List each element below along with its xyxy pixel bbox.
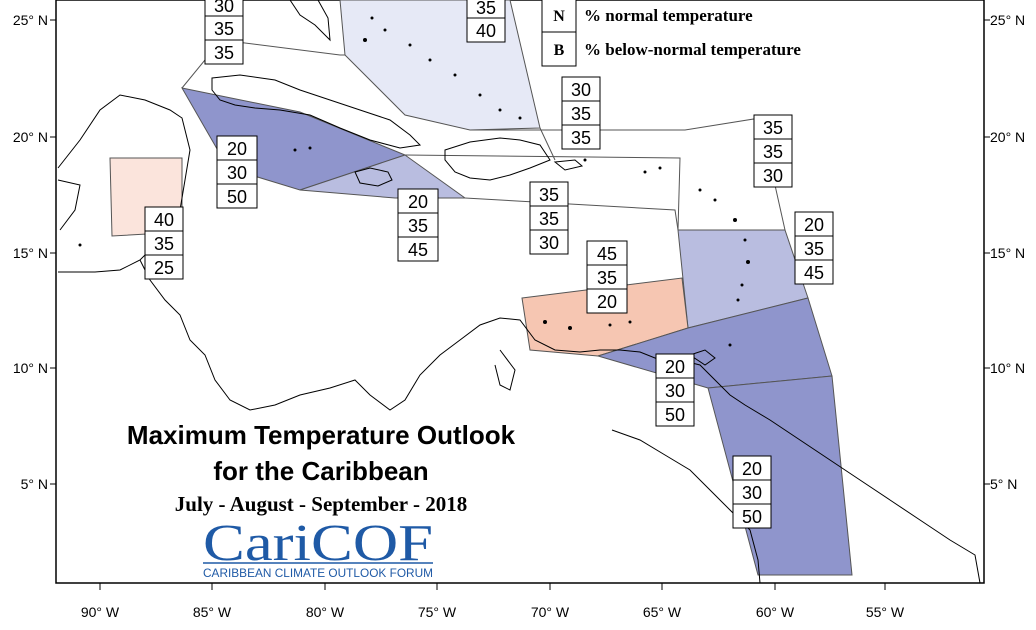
map-period: July - August - September - 2018 xyxy=(175,492,467,516)
svg-text:35: 35 xyxy=(476,0,496,18)
svg-text:35: 35 xyxy=(763,118,783,138)
svg-text:35: 35 xyxy=(763,142,783,162)
prob-box-hispaniola: 35 35 30 xyxy=(529,181,569,255)
logo-tagline: CARIBBEAN CLIMATE OUTLOOK FORUM xyxy=(203,566,433,580)
svg-text:20: 20 xyxy=(408,192,428,212)
svg-text:35: 35 xyxy=(154,234,174,254)
prob-box-abc-islands: 45 35 20 xyxy=(586,240,628,314)
legend: N % normal temperature B % below-normal … xyxy=(541,0,801,67)
lat-label: 25° N xyxy=(990,12,1025,28)
legend-key-below: B xyxy=(554,42,565,59)
svg-text:40: 40 xyxy=(154,210,174,230)
legend-text-below: % below-normal temperature xyxy=(584,40,801,59)
lat-label: 10° N xyxy=(990,360,1025,376)
lat-label: 5° N xyxy=(990,476,1017,492)
lat-ticks xyxy=(50,19,990,485)
lon-label: 65° W xyxy=(643,604,682,620)
legend-key-normal: N xyxy=(553,8,565,25)
lat-label: 20° N xyxy=(13,129,48,145)
svg-text:40: 40 xyxy=(476,21,496,41)
svg-text:35: 35 xyxy=(214,43,234,63)
prob-box-gulf-north: 30 35 35 xyxy=(204,0,244,65)
svg-text:35: 35 xyxy=(571,104,591,124)
lat-label: 15° N xyxy=(990,245,1025,261)
small-islands xyxy=(78,16,750,347)
lat-label: 5° N xyxy=(21,476,48,492)
prob-box-cuba: 20 30 50 xyxy=(216,135,258,209)
lon-label: 75° W xyxy=(418,604,457,620)
svg-text:45: 45 xyxy=(408,240,428,260)
svg-text:30: 30 xyxy=(571,80,591,100)
prob-box-bahamas: 35 40 xyxy=(466,0,506,43)
svg-text:35: 35 xyxy=(804,239,824,259)
svg-text:45: 45 xyxy=(804,263,824,283)
lon-label: 85° W xyxy=(193,604,232,620)
svg-text:20: 20 xyxy=(665,357,685,377)
svg-text:30: 30 xyxy=(227,163,247,183)
prob-box-belize: 40 35 25 xyxy=(144,206,184,280)
lat-label: 20° N xyxy=(990,129,1025,145)
svg-text:50: 50 xyxy=(742,507,762,527)
lat-label: 10° N xyxy=(13,360,48,376)
svg-text:30: 30 xyxy=(214,0,234,16)
svg-text:30: 30 xyxy=(763,166,783,186)
lat-label: 15° N xyxy=(13,245,48,261)
prob-box-southern-leewards: 20 35 45 xyxy=(794,211,834,285)
lon-label: 55° W xyxy=(866,604,905,620)
svg-text:20: 20 xyxy=(742,459,762,479)
svg-text:20: 20 xyxy=(227,139,247,159)
caricof-logo: CariCOF CARIBBEAN CLIMATE OUTLOOK FORUM xyxy=(203,515,433,580)
svg-text:20: 20 xyxy=(597,292,617,312)
coastlines xyxy=(57,0,981,584)
svg-text:50: 50 xyxy=(665,405,685,425)
lon-label: 70° W xyxy=(531,604,570,620)
svg-text:45: 45 xyxy=(597,244,617,264)
prob-box-turks-caicos: 30 35 35 xyxy=(561,76,601,150)
latitude-labels-right: 25° N 20° N 15° N 10° N 5° N xyxy=(990,12,1025,492)
lon-ticks xyxy=(99,583,886,590)
lat-label: 25° N xyxy=(13,12,48,28)
svg-text:25: 25 xyxy=(154,258,174,278)
prob-box-jamaica: 20 35 45 xyxy=(397,188,439,262)
svg-text:30: 30 xyxy=(665,381,685,401)
svg-text:20: 20 xyxy=(804,215,824,235)
lon-label: 90° W xyxy=(81,604,120,620)
map-title-line2: for the Caribbean xyxy=(213,456,428,486)
legend-text-normal: % normal temperature xyxy=(584,6,753,25)
prob-box-guianas: 20 30 50 xyxy=(732,455,772,529)
svg-text:35: 35 xyxy=(571,128,591,148)
prob-box-trinidad: 20 30 50 xyxy=(655,353,695,427)
svg-text:35: 35 xyxy=(597,268,617,288)
svg-text:30: 30 xyxy=(539,233,559,253)
svg-text:35: 35 xyxy=(539,185,559,205)
svg-text:50: 50 xyxy=(227,187,247,207)
latitude-labels-left: 25° N 20° N 15° N 10° N 5° N xyxy=(13,12,48,492)
title-block: Maximum Temperature Outlook for the Cari… xyxy=(127,420,516,516)
lon-label: 80° W xyxy=(306,604,345,620)
outlook-regions xyxy=(109,0,853,576)
longitude-labels: 90° W 85° W 80° W 75° W 70° W 65° W 60° … xyxy=(81,604,905,620)
svg-text:35: 35 xyxy=(214,19,234,39)
lon-label: 60° W xyxy=(756,604,795,620)
svg-text:35: 35 xyxy=(408,216,428,236)
map-title-line1: Maximum Temperature Outlook xyxy=(127,420,516,450)
svg-text:30: 30 xyxy=(742,483,762,503)
svg-text:35: 35 xyxy=(539,209,559,229)
prob-box-northern-leewards: 35 35 30 xyxy=(753,114,793,188)
